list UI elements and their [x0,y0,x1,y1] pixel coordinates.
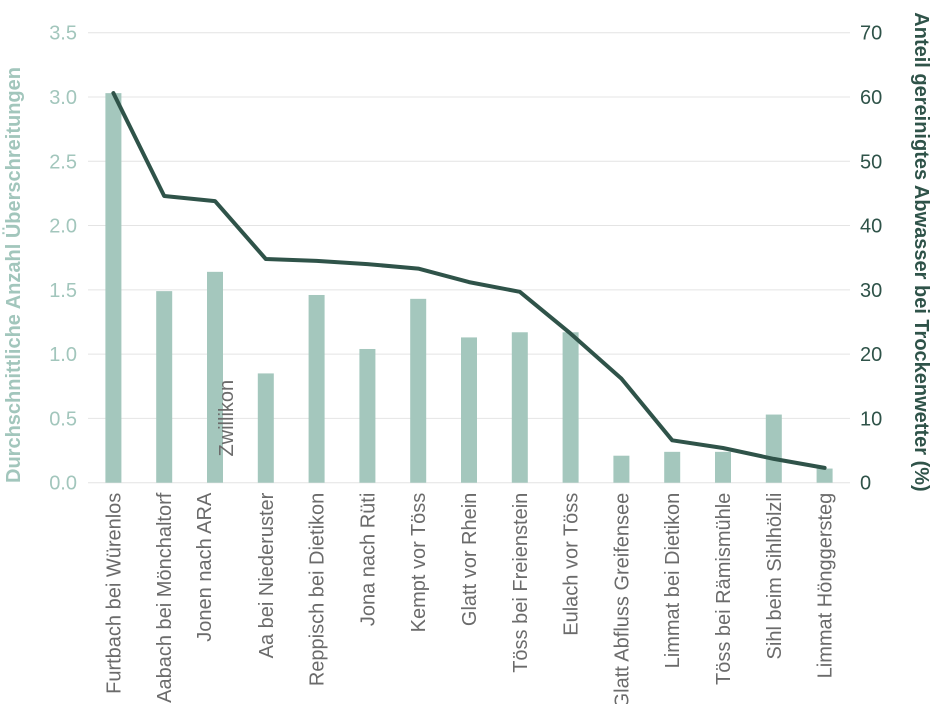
right-y-tick-label: 0 [860,473,871,495]
right-y-tick-label: 20 [860,344,882,366]
x-axis-label: Eulach vor Töss [561,493,583,636]
bar [207,271,223,483]
bar [308,294,325,483]
x-axis-label: Sihl beim Sihlhölzli [764,493,786,660]
bar [257,373,274,483]
x-axis-label: Töss bei Freienstein [510,493,532,673]
left-y-tick-label: 2.5 [49,151,77,173]
x-axis-label: Glatt vor Rhein [459,493,481,626]
x-axis-label: Limmat Hönggersteg [815,493,837,679]
left-y-tick-label: 0.0 [49,473,77,495]
right-y-tick-label: 10 [860,408,882,430]
x-axis-label: Furtbach bei Würenlos [103,493,125,694]
left-y-tick-label: 0.5 [49,408,77,430]
bar [664,451,681,483]
x-axis-label: Zwillikon [216,380,238,457]
bar [410,298,427,483]
x-axis-label: Aabach bei Mönchaltorf [154,492,176,703]
right-y-tick-label: 50 [860,151,882,173]
bar [359,348,376,483]
bar [105,93,122,483]
trend-line [111,91,827,470]
right-y-tick-label: 70 [860,23,882,45]
bar [765,414,782,483]
left-y-tick-label: 2.0 [49,216,77,238]
right-y-tick-label: 60 [860,87,882,109]
left-y-tick-label: 3.5 [49,23,77,45]
bar [461,337,477,483]
right-y-tick-label: 40 [860,216,882,238]
x-axis-label: Aa bei Niederuster [256,492,278,658]
x-axis-label: Kempt vor Töss [408,493,430,633]
left-y-tick-label: 1.0 [49,344,77,366]
x-axis-label: Jona nach Rüti [357,493,379,626]
bar [156,291,173,483]
bar [511,332,528,483]
left-y-tick-label: 3.0 [49,87,77,109]
x-axis-label: Töss bei Rämismühle [713,493,735,685]
left-y-tick-label: 1.5 [49,280,77,302]
x-axis-label: Jonen nach ARA [194,492,216,642]
bar [562,332,579,483]
x-axis-label: Reppisch bei Dietikon [307,493,329,686]
x-axis-label: Glatt Abfluss Greifensee [611,493,633,704]
bar [613,455,630,483]
bar [816,468,833,483]
right-y-tick-label: 30 [860,280,882,302]
bar [715,451,731,483]
x-axis-label: Limmat bei Dietikon [662,493,684,669]
